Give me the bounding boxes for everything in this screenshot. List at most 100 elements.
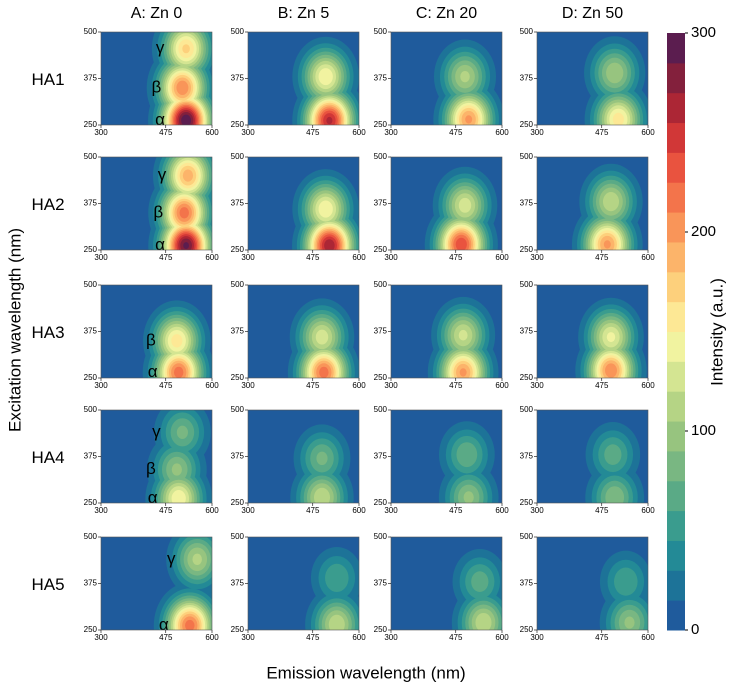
y-tick-label: 250 [231, 120, 245, 129]
contour-level [173, 366, 184, 378]
contour-level [316, 451, 328, 466]
y-tick-label: 375 [84, 452, 98, 461]
y-tick-label: 375 [84, 74, 98, 83]
peak-label: α [148, 362, 158, 381]
y-tick-label: 375 [374, 199, 388, 208]
panel [101, 410, 212, 503]
contour-level [603, 240, 611, 249]
x-tick-label: 300 [241, 381, 255, 390]
x-tick-label: 300 [241, 253, 255, 262]
y-tick-label: 375 [231, 579, 245, 588]
y-tick-label: 500 [84, 27, 98, 36]
x-tick-label: 600 [641, 633, 655, 642]
y-tick-label: 500 [520, 405, 534, 414]
colorbar-band [667, 92, 685, 124]
y-tick-label: 375 [520, 327, 534, 336]
x-tick-label: 475 [306, 128, 320, 137]
x-tick-label: 600 [641, 128, 655, 137]
panel [391, 537, 502, 630]
y-tick-label: 375 [231, 327, 245, 336]
y-tick-label: 250 [231, 245, 245, 254]
y-tick-label: 250 [374, 498, 388, 507]
x-tick-label: 475 [449, 506, 463, 515]
contour-level [182, 44, 190, 54]
peak-label: γ [167, 549, 176, 568]
x-tick-label: 600 [352, 633, 366, 642]
x-tick-label: 600 [205, 253, 219, 262]
contour-level [181, 114, 192, 125]
panel [101, 157, 212, 250]
x-tick-label: 300 [94, 381, 108, 390]
y-tick-label: 500 [231, 152, 245, 161]
contour-level [171, 463, 182, 476]
x-tick-label: 475 [306, 633, 320, 642]
contour-level [471, 571, 489, 592]
contour-level [463, 491, 474, 503]
y-tick-label: 500 [84, 532, 98, 541]
peak-label: β [146, 330, 156, 349]
colorbar-tick-label: 300 [691, 24, 716, 41]
peak-label: α [155, 235, 165, 254]
y-tick-label: 500 [231, 532, 245, 541]
x-tick-label: 475 [595, 128, 609, 137]
column-title: C: Zn 20 [416, 5, 477, 22]
contour-level [192, 553, 202, 565]
panel [391, 157, 502, 250]
y-tick-label: 500 [374, 280, 388, 289]
y-tick-label: 375 [520, 74, 534, 83]
contour-level [458, 329, 468, 341]
colorbar-band [667, 241, 685, 273]
y-tick-label: 375 [374, 74, 388, 83]
panel [391, 410, 502, 503]
y-tick-label: 375 [231, 452, 245, 461]
contour-level [460, 70, 470, 83]
x-tick-label: 475 [449, 633, 463, 642]
x-tick-label: 300 [530, 253, 544, 262]
y-tick-label: 500 [374, 27, 388, 36]
contour-level [182, 169, 194, 182]
y-tick-label: 500 [84, 280, 98, 289]
contour-level [612, 112, 624, 125]
panel [248, 157, 359, 250]
colorbar-tick-label: 200 [691, 223, 716, 240]
panel [537, 32, 648, 125]
y-tick-label: 500 [520, 280, 534, 289]
y-tick-label: 500 [374, 532, 388, 541]
x-tick-label: 475 [449, 253, 463, 262]
peak-label: α [155, 110, 165, 129]
colorbar-band [667, 450, 685, 482]
peak-label: α [148, 488, 158, 507]
y-tick-label: 375 [84, 199, 98, 208]
row-title: HA5 [31, 575, 64, 594]
y-tick-label: 250 [520, 120, 534, 129]
y-tick-label: 250 [374, 625, 388, 634]
peak-label: β [146, 459, 156, 478]
peak-label: γ [158, 165, 167, 184]
y-tick-label: 250 [520, 625, 534, 634]
peak-label: α [159, 615, 169, 634]
x-tick-label: 475 [159, 633, 173, 642]
y-tick-label: 500 [374, 152, 388, 161]
colorbar-band [667, 570, 685, 601]
contour-level [318, 68, 333, 86]
y-tick-label: 250 [374, 245, 388, 254]
contour-level [456, 442, 478, 468]
x-tick-label: 475 [595, 381, 609, 390]
x-tick-label: 475 [159, 128, 173, 137]
panel [537, 285, 648, 378]
x-tick-label: 600 [352, 381, 366, 390]
contour-level [614, 567, 638, 596]
y-tick-label: 250 [231, 498, 245, 507]
y-tick-label: 375 [84, 579, 98, 588]
colorbar-band [667, 301, 685, 332]
y-tick-label: 500 [520, 27, 534, 36]
colorbar-band [667, 182, 685, 213]
x-tick-label: 475 [595, 633, 609, 642]
x-tick-label: 475 [595, 506, 609, 515]
panel [101, 285, 212, 378]
y-tick-label: 375 [231, 74, 245, 83]
y-tick-label: 500 [520, 532, 534, 541]
y-tick-label: 250 [520, 245, 534, 254]
y-tick-label: 250 [84, 120, 98, 129]
